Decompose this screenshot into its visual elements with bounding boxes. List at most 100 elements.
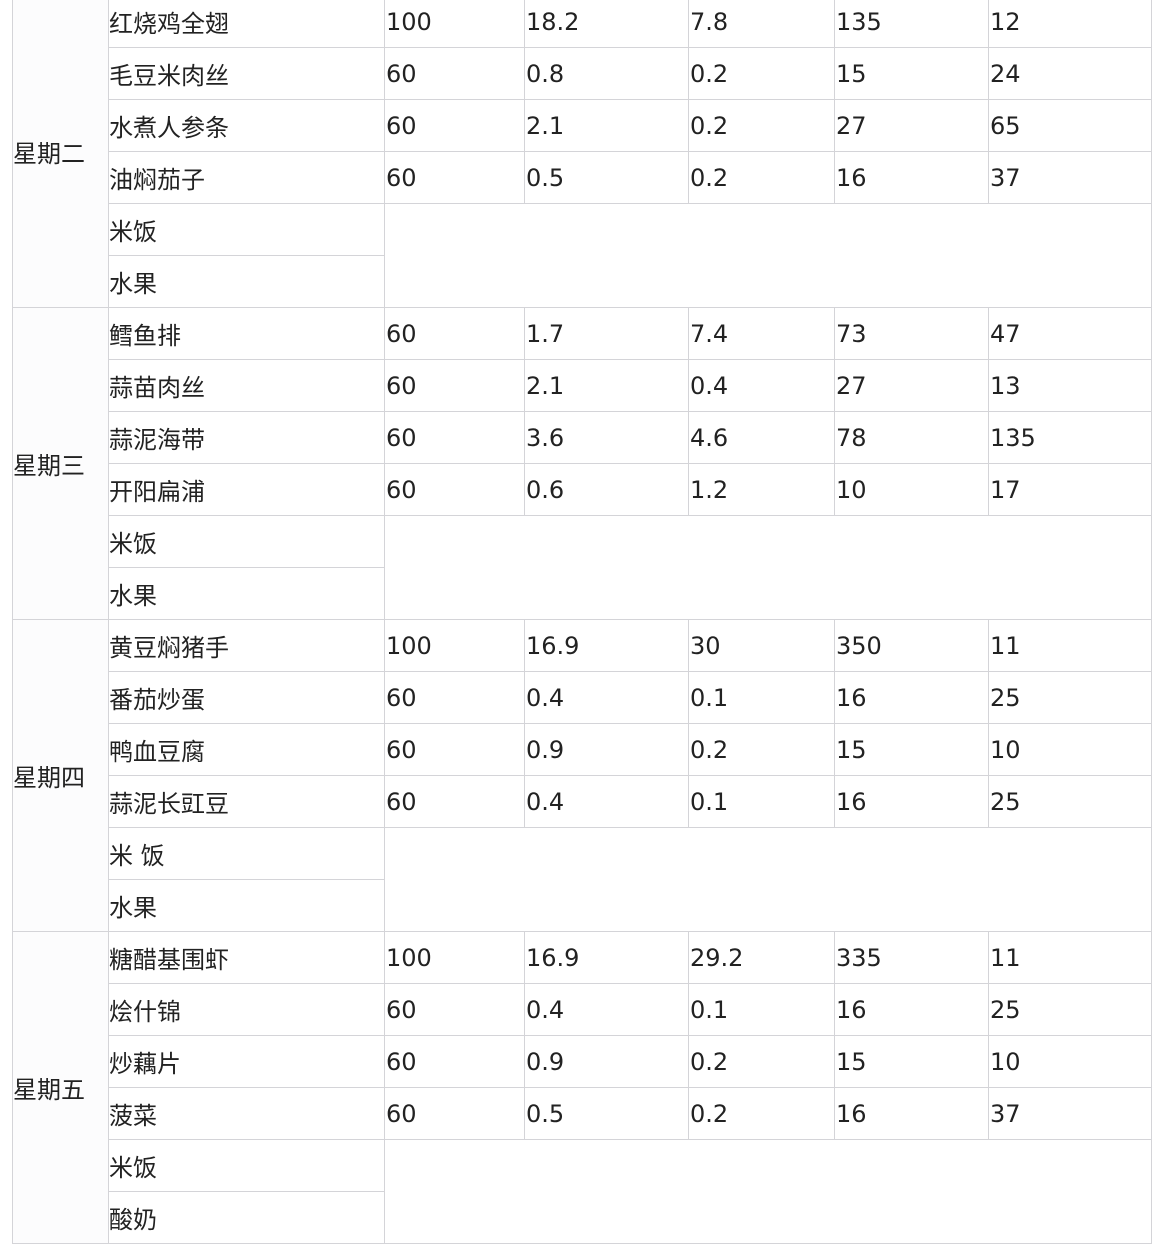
value-cell: 16 <box>834 671 989 724</box>
value-cell: 0.2 <box>688 47 835 100</box>
value-cell: 0.4 <box>688 359 835 412</box>
value-cell: 0.1 <box>688 775 835 828</box>
value-cell: 0.2 <box>688 1035 835 1088</box>
table-row: 水果 <box>13 567 1152 620</box>
value-cell: 60 <box>384 723 525 776</box>
dish-name: 番茄炒蛋 <box>108 671 385 724</box>
value-cell: 100 <box>384 619 525 672</box>
value-cell: 7.8 <box>688 0 835 48</box>
value-cell: 18.2 <box>524 0 689 48</box>
value-cell: 0.2 <box>688 99 835 152</box>
value-cell: 10 <box>834 463 989 516</box>
value-cell: 37 <box>988 1087 1152 1140</box>
value-cell: 0.4 <box>524 983 689 1036</box>
dish-name: 炒藕片 <box>108 1035 385 1088</box>
value-cell: 25 <box>988 983 1152 1036</box>
table-row: 星期二 红烧鸡全翅 100 18.2 7.8 135 12 <box>12 0 1152 308</box>
value-cell: 4.6 <box>688 411 835 464</box>
table-row: 炒藕片 60 0.9 0.2 15 10 <box>13 1035 1152 1088</box>
value-cell: 16.9 <box>524 931 689 984</box>
table-row: 开阳扁浦 60 0.6 1.2 10 17 <box>13 463 1152 516</box>
dish-name: 油焖茄子 <box>108 151 385 204</box>
value-cell: 60 <box>384 775 525 828</box>
value-cell: 60 <box>384 151 525 204</box>
empty-cell <box>384 1139 1152 1244</box>
value-cell: 65 <box>988 99 1152 152</box>
value-cell: 16.9 <box>524 619 689 672</box>
value-cell: 0.5 <box>524 1087 689 1140</box>
value-cell: 10 <box>988 1035 1152 1088</box>
dish-name: 蒜泥海带 <box>108 411 385 464</box>
day-cell: 星期四 <box>12 619 109 932</box>
dish-name: 鳕鱼排 <box>108 307 385 360</box>
dish-name: 开阳扁浦 <box>108 463 385 516</box>
dish-name: 菠菜 <box>108 1087 385 1140</box>
table-row: 米 饭 <box>13 827 1152 932</box>
value-cell: 60 <box>384 983 525 1036</box>
value-cell: 0.5 <box>524 151 689 204</box>
table-row: 星期五 糖醋基围虾 100 16.9 29.2 335 11 <box>12 931 1152 1244</box>
value-cell: 1.2 <box>688 463 835 516</box>
value-cell: 60 <box>384 99 525 152</box>
dish-name: 红烧鸡全翅 <box>108 0 385 48</box>
value-cell: 16 <box>834 151 989 204</box>
weekly-menu-table: 星期二 红烧鸡全翅 100 18.2 7.8 135 12 毛豆米肉丝 60 0.8 0.2 15 24… <box>12 0 1152 1244</box>
value-cell: 7.4 <box>688 307 835 360</box>
value-cell: 60 <box>384 359 525 412</box>
value-cell: 10 <box>988 723 1152 776</box>
dish-name: 蒜苗肉丝 <box>108 359 385 412</box>
value-cell: 0.4 <box>524 775 689 828</box>
value-cell: 15 <box>834 723 989 776</box>
value-cell: 15 <box>834 1035 989 1088</box>
value-cell: 0.6 <box>524 463 689 516</box>
dish-name: 水煮人参条 <box>108 99 385 152</box>
value-cell: 2.1 <box>524 99 689 152</box>
value-cell: 335 <box>834 931 989 984</box>
value-cell: 1.7 <box>524 307 689 360</box>
value-cell: 60 <box>384 671 525 724</box>
table-row: 米饭 <box>13 203 1152 308</box>
value-cell: 30 <box>688 619 835 672</box>
table-row: 蒜泥海带 60 3.6 4.6 78 135 <box>13 411 1152 464</box>
extra-item: 酸奶 <box>108 1191 385 1244</box>
value-cell: 0.2 <box>688 151 835 204</box>
value-cell: 16 <box>834 775 989 828</box>
table-row: 米饭 <box>13 515 1152 620</box>
table-row: 米饭 <box>13 1139 1152 1244</box>
value-cell: 60 <box>384 411 525 464</box>
value-cell: 0.9 <box>524 723 689 776</box>
extra-item: 水果 <box>108 255 385 308</box>
value-cell: 135 <box>988 411 1152 464</box>
value-cell: 11 <box>988 931 1152 984</box>
value-cell: 0.2 <box>688 1087 835 1140</box>
value-cell: 0.9 <box>524 1035 689 1088</box>
table-row: 水果 <box>13 255 1152 308</box>
value-cell: 0.8 <box>524 47 689 100</box>
extra-item: 米饭 <box>108 515 385 568</box>
value-cell: 60 <box>384 463 525 516</box>
extra-item: 水果 <box>108 879 385 932</box>
table-row: 鸭血豆腐 60 0.9 0.2 15 10 <box>13 723 1152 776</box>
value-cell: 27 <box>834 99 989 152</box>
empty-cell <box>384 203 1152 308</box>
value-cell: 47 <box>988 307 1152 360</box>
value-cell: 100 <box>384 0 525 48</box>
value-cell: 37 <box>988 151 1152 204</box>
value-cell: 60 <box>384 307 525 360</box>
dish-name: 烩什锦 <box>108 983 385 1036</box>
value-cell: 12 <box>988 0 1152 48</box>
empty-cell <box>384 515 1152 620</box>
value-cell: 0.4 <box>524 671 689 724</box>
table-row: 烩什锦 60 0.4 0.1 16 25 <box>13 983 1152 1036</box>
value-cell: 73 <box>834 307 989 360</box>
value-cell: 135 <box>834 0 989 48</box>
value-cell: 11 <box>988 619 1152 672</box>
dish-name: 黄豆焖猪手 <box>108 619 385 672</box>
table-row: 菠菜 60 0.5 0.2 16 37 <box>13 1087 1152 1140</box>
value-cell: 17 <box>988 463 1152 516</box>
value-cell: 16 <box>834 1087 989 1140</box>
day-cell: 星期三 <box>12 307 109 620</box>
value-cell: 78 <box>834 411 989 464</box>
value-cell: 13 <box>988 359 1152 412</box>
value-cell: 16 <box>834 983 989 1036</box>
